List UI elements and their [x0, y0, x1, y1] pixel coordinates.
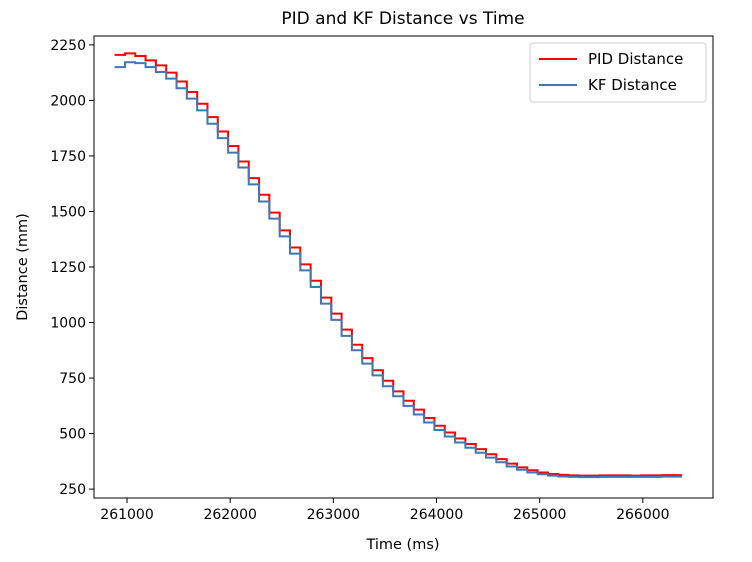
chart-title: PID and KF Distance vs Time	[281, 9, 524, 29]
y-tick-label: 1750	[50, 149, 86, 165]
y-tick-label: 1500	[50, 204, 86, 220]
y-tick-label: 2000	[50, 93, 86, 109]
x-tick-label: 266000	[616, 507, 669, 523]
x-tick-label: 263000	[307, 507, 360, 523]
series-line-kf-distance	[114, 61, 683, 479]
legend-label-kf: KF Distance	[588, 76, 677, 94]
y-axis-label: Distance (mm)	[15, 213, 31, 321]
x-tick-label: 262000	[203, 507, 256, 523]
y-tick-label: 750	[59, 371, 86, 387]
y-tick-label: 250	[59, 482, 86, 498]
plot-frame	[93, 35, 714, 499]
legend-box	[529, 42, 707, 103]
series-line-pid-distance	[114, 52, 683, 477]
x-tick-label: 261000	[100, 507, 153, 523]
ticks-layer: 261000 262000 263000 264000 265000 266000 250 5…	[50, 38, 669, 523]
y-tick-label: 1000	[50, 316, 86, 332]
legend-label-pid: PID Distance	[588, 50, 683, 68]
y-tick-label: 500	[59, 427, 86, 443]
x-tick-label: 265000	[513, 507, 566, 523]
y-tick-label: 1250	[50, 260, 86, 276]
x-axis-label: Time (ms)	[365, 537, 439, 553]
plot-layer	[114, 52, 683, 479]
y-tick-label: 2250	[50, 38, 86, 54]
x-tick-label: 264000	[410, 507, 463, 523]
legend: PID Distance KF Distance	[529, 42, 707, 103]
